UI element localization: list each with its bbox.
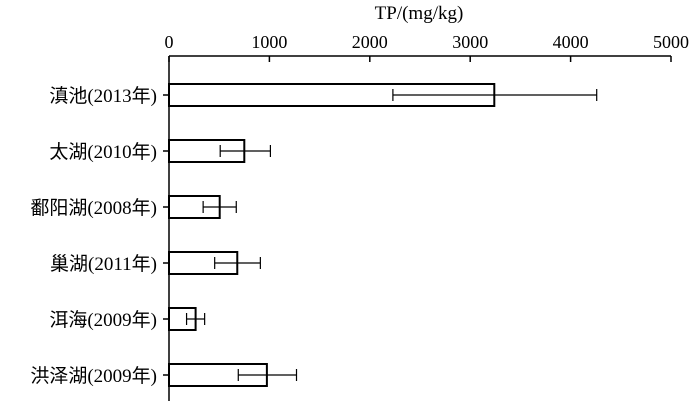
category-label: 洪泽湖(2009年): [30, 365, 157, 387]
category-label: 太湖(2010年): [49, 141, 157, 163]
x-tick-label: 0: [165, 32, 174, 52]
bars: [168, 83, 496, 387]
category-label: 洱海(2009年): [49, 309, 157, 331]
category-label: 滇池(2013年): [49, 85, 157, 107]
x-tick-label: 5000: [653, 32, 689, 52]
x-tick-label: 2000: [352, 32, 388, 52]
x-tick-label: 4000: [553, 32, 589, 52]
x-axis-title: TP/(mg/kg): [375, 3, 464, 24]
category-label: 鄱阳湖(2008年): [30, 197, 157, 219]
x-tick-label: 1000: [251, 32, 287, 52]
error-bars: [185, 89, 598, 381]
x-tick-label: 3000: [452, 32, 488, 52]
x-ticks: 0 1000 2000 3000 4000 5000: [165, 32, 689, 62]
category-label: 巢湖(2011年): [50, 253, 157, 275]
category-labels: 滇池(2013年) 太湖(2010年) 鄱阳湖(2008年) 巢湖(2011年) 洱海(…: [30, 85, 169, 387]
